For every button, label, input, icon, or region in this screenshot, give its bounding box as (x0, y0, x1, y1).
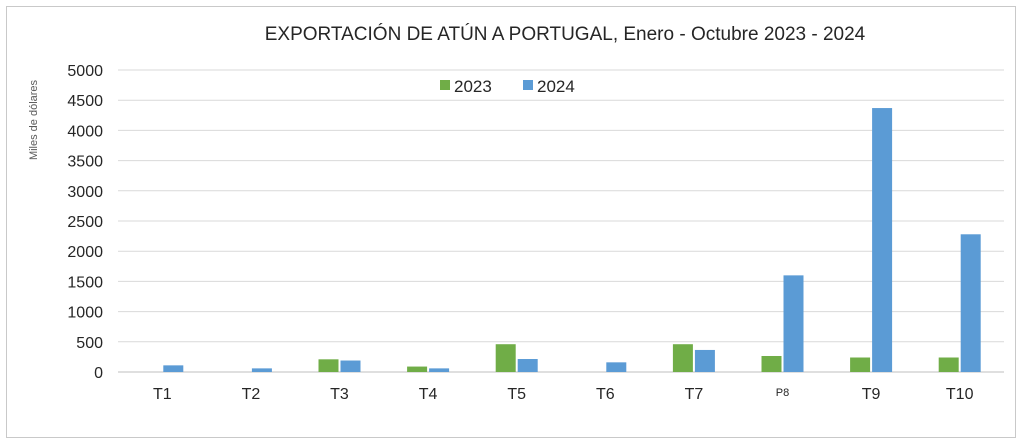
x-tick-label: T5 (507, 386, 526, 403)
y-tick-label: 1000 (67, 305, 103, 322)
bar-2023-T7 (672, 344, 693, 372)
y-tick-labels: 0 500 1000 1500 2000 2500 3000 3500 4000 4500 5000 (67, 63, 103, 382)
bar-2023-T4 (407, 366, 428, 372)
legend-label-2023: 2023 (454, 77, 492, 96)
gridlines (118, 69, 1004, 373)
y-tick-label: 500 (76, 335, 103, 352)
bar-2023-T5 (495, 344, 516, 372)
y-tick-label: 3000 (67, 184, 103, 201)
x-tick-label: T1 (153, 386, 172, 403)
y-tick-label: 5000 (67, 63, 103, 80)
x-tick-labels: T1 T2 T3 T4 T5 T6 T7 P8 T9 T10 (153, 386, 974, 403)
bar-2024-T1 (163, 365, 184, 372)
y-tick-label: 3500 (67, 154, 103, 171)
y-tick-label: 0 (94, 365, 103, 382)
x-tick-label: T10 (946, 386, 974, 403)
y-tick-label: 4500 (67, 93, 103, 110)
x-tick-label: T3 (330, 386, 349, 403)
x-tick-label: T9 (862, 386, 881, 403)
bar-2024-T3 (340, 360, 361, 372)
bar-2024-P8 (783, 275, 804, 372)
legend: 2023 2024 (440, 77, 575, 96)
x-tick-label: T7 (685, 386, 704, 403)
y-axis-label: Miles de dólares (28, 79, 40, 160)
y-tick-label: 2000 (67, 244, 103, 261)
bar-2024-T6 (606, 362, 627, 372)
x-tick-label: T4 (419, 386, 438, 403)
bar-2023-P8 (761, 355, 782, 372)
y-tick-label: 4000 (67, 123, 103, 140)
x-tick-label: P8 (776, 387, 789, 399)
bar-2023-T9 (850, 357, 871, 372)
bar-2023-T3 (318, 359, 339, 372)
bars (163, 108, 981, 372)
y-tick-label: 2500 (67, 214, 103, 231)
bar-2023-T10 (938, 357, 959, 372)
chart-title: EXPORTACIÓN DE ATÚN A PORTUGAL, Enero - … (265, 23, 866, 45)
bar-2024-T7 (694, 349, 715, 372)
legend-swatch-2023 (440, 80, 450, 90)
y-tick-label: 1500 (67, 274, 103, 291)
bar-2024-T2 (251, 368, 272, 372)
bar-2024-T4 (429, 368, 450, 372)
bar-2024-T10 (960, 234, 981, 372)
legend-label-2024: 2024 (537, 77, 575, 96)
x-tick-label: T6 (596, 386, 615, 403)
x-tick-label: T2 (242, 386, 261, 403)
legend-swatch-2024 (523, 80, 533, 90)
bar-2024-T5 (517, 359, 538, 372)
bar-2024-T9 (872, 108, 893, 372)
